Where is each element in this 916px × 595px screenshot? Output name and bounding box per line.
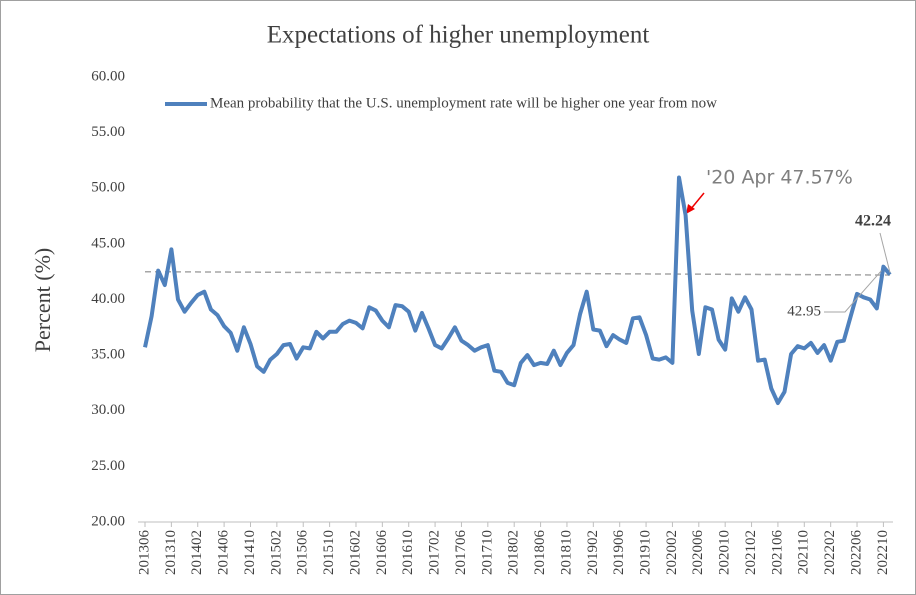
x-tick-label: 201910 [637,530,653,575]
x-tick-label: 201506 [295,530,311,576]
x-tick-label: 202206 [848,530,864,576]
x-tick-label: 202102 [743,530,759,575]
x-tick-label: 201610 [400,530,416,575]
y-axis-label: Percent (%) [30,248,55,352]
x-tick-label: 201902 [585,530,601,575]
x-tick-label: 201410 [242,530,258,575]
arrow-head [686,204,695,214]
y-tick-label: 40.00 [91,291,125,307]
x-tick-label: 202006 [690,530,706,576]
x-tick-label: 201702 [427,530,443,575]
legend-label: Mean probability that the U.S. unemploym… [210,95,717,111]
x-tick-label: 202210 [875,530,891,575]
leader-line [824,270,882,313]
leader-line [879,232,891,273]
data-line [143,175,892,405]
x-tick-label: 201510 [321,530,337,575]
x-tick-label: 201502 [268,530,284,575]
y-tick-label: 25.00 [91,458,125,474]
annotation: '20 Apr 47.57% [706,167,853,189]
x-tick-label: 201810 [558,530,574,575]
x-tick-label: 202106 [769,530,785,576]
y-tick-label: 45.00 [91,235,125,251]
x-tick-label: 201406 [216,530,232,576]
chart-title: Expectations of higher unemployment [267,22,650,49]
x-tick-label: 201606 [374,530,390,576]
x-tick-label: 201906 [611,530,627,576]
y-tick-label: 20.00 [91,513,125,529]
y-tick-label: 55.00 [91,124,125,140]
data-label: 42.24 [855,213,891,230]
x-tick-label: 202202 [822,530,838,575]
y-tick-label: 30.00 [91,402,125,418]
x-tick-label: 202110 [796,530,812,574]
trend-line [144,270,891,276]
x-tick-label: 201602 [347,530,363,575]
y-tick-label: 50.00 [91,180,125,196]
x-tick-label: 201806 [532,530,548,576]
data-label: 42.95 [787,303,821,319]
x-tick-label: 201310 [163,530,179,575]
x-tick-label: 202010 [717,530,733,575]
x-tick-label: 201306 [136,530,152,576]
x-tick-label: 201706 [453,530,469,576]
x-tick-label: 202002 [664,530,680,575]
y-tick-label: 35.00 [91,347,125,363]
x-tick-label: 201402 [189,530,205,575]
x-tick-label: 201802 [506,530,522,575]
x-tick-label: 201710 [479,530,495,575]
y-tick-label: 60.00 [91,68,125,84]
